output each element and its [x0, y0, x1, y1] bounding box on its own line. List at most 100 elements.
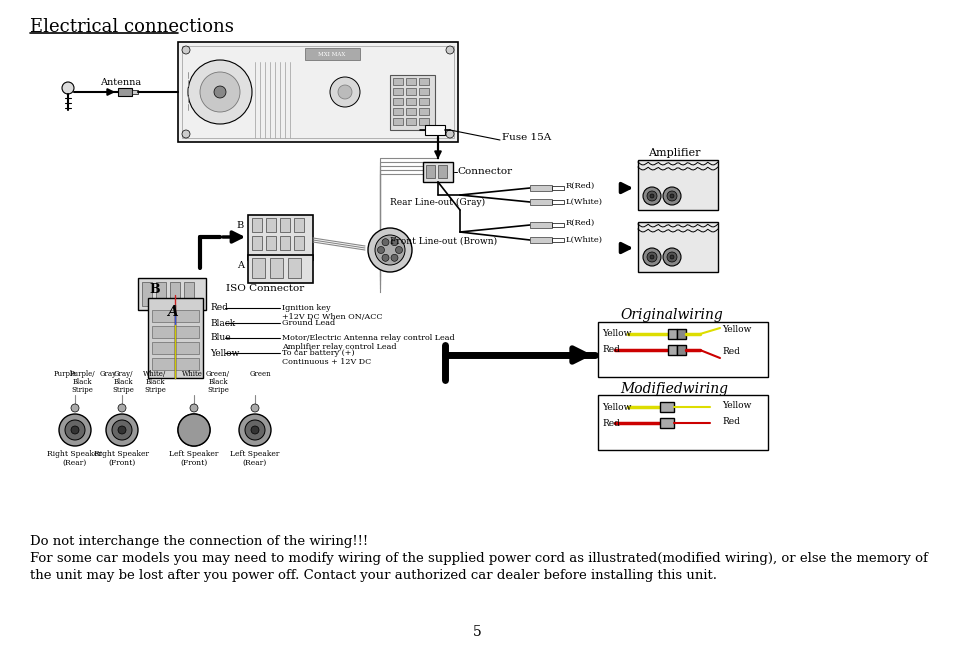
- Text: Antenna: Antenna: [100, 78, 141, 87]
- Text: Red: Red: [210, 304, 228, 313]
- Text: ISO Connector: ISO Connector: [226, 284, 304, 293]
- Text: Stripe: Stripe: [71, 386, 92, 394]
- Circle shape: [188, 60, 252, 124]
- Bar: [294, 218, 304, 232]
- Text: Amplifier: Amplifier: [647, 148, 700, 158]
- Text: Purple/: Purple/: [70, 370, 94, 378]
- Text: Fuse 15A: Fuse 15A: [501, 132, 551, 141]
- Text: Red: Red: [721, 417, 740, 426]
- Text: Ground Lead: Ground Lead: [282, 319, 335, 327]
- Text: White: White: [181, 370, 202, 378]
- Text: MXI MAX: MXI MAX: [318, 52, 345, 57]
- Circle shape: [391, 239, 397, 246]
- Bar: [659, 402, 673, 412]
- Text: Gray/: Gray/: [113, 370, 132, 378]
- Bar: [406, 78, 416, 85]
- Bar: [280, 236, 290, 250]
- Bar: [152, 326, 199, 338]
- Text: To car battery (+)
Continuous + 12V DC: To car battery (+) Continuous + 12V DC: [282, 349, 371, 366]
- Bar: [552, 200, 563, 204]
- Circle shape: [178, 414, 210, 446]
- Bar: [248, 215, 313, 260]
- Bar: [530, 185, 552, 191]
- Text: Left Speaker
(Front): Left Speaker (Front): [169, 450, 218, 467]
- Bar: [252, 258, 265, 278]
- Circle shape: [368, 228, 412, 272]
- Bar: [638, 222, 718, 272]
- Bar: [530, 237, 552, 243]
- Bar: [142, 282, 152, 306]
- Bar: [288, 258, 301, 278]
- Circle shape: [106, 414, 138, 446]
- Text: White/: White/: [143, 370, 167, 378]
- Bar: [178, 42, 457, 142]
- Circle shape: [118, 426, 126, 434]
- Circle shape: [330, 77, 359, 107]
- Bar: [418, 88, 429, 95]
- Text: Front Line-out (Brown): Front Line-out (Brown): [390, 237, 497, 246]
- Bar: [422, 162, 453, 182]
- Text: Purple: Purple: [53, 370, 76, 378]
- Circle shape: [646, 252, 657, 262]
- Bar: [118, 88, 132, 96]
- Text: Yellow: Yellow: [721, 400, 751, 410]
- Bar: [667, 329, 677, 339]
- Bar: [406, 108, 416, 115]
- Bar: [138, 278, 206, 310]
- Bar: [248, 255, 313, 283]
- Bar: [252, 236, 262, 250]
- Circle shape: [649, 194, 654, 198]
- Circle shape: [182, 130, 190, 138]
- Circle shape: [190, 404, 198, 412]
- Text: the unit may be lost after you power off. Contact your authorized car dealer bef: the unit may be lost after you power off…: [30, 569, 717, 582]
- Text: A: A: [167, 305, 177, 319]
- Bar: [393, 78, 402, 85]
- Bar: [305, 48, 359, 60]
- Text: Red: Red: [601, 345, 619, 354]
- Text: Ignition key
+12V DC When ON/ACC: Ignition key +12V DC When ON/ACC: [282, 304, 382, 321]
- Text: Right Speaker
(Rear): Right Speaker (Rear): [48, 450, 102, 467]
- Bar: [418, 78, 429, 85]
- Circle shape: [71, 404, 79, 412]
- Text: R(Red): R(Red): [565, 182, 595, 190]
- Circle shape: [642, 248, 660, 266]
- Bar: [184, 282, 193, 306]
- Text: Rear Line-out (Gray): Rear Line-out (Gray): [390, 198, 485, 207]
- Text: B: B: [150, 283, 160, 296]
- Bar: [148, 298, 203, 378]
- Bar: [132, 90, 138, 94]
- Text: Right Speaker
(Front): Right Speaker (Front): [94, 450, 150, 467]
- Bar: [530, 199, 552, 205]
- Bar: [266, 218, 275, 232]
- Circle shape: [381, 254, 389, 262]
- Text: Stripe: Stripe: [207, 386, 229, 394]
- Bar: [406, 98, 416, 105]
- Text: Black: Black: [208, 378, 228, 386]
- Text: Yellow: Yellow: [601, 330, 631, 339]
- Circle shape: [200, 72, 240, 112]
- Circle shape: [662, 187, 680, 205]
- Bar: [638, 160, 718, 210]
- Text: Black: Black: [72, 378, 91, 386]
- Bar: [424, 125, 444, 135]
- Circle shape: [446, 130, 454, 138]
- Bar: [294, 236, 304, 250]
- Text: Modifiedwiring: Modifiedwiring: [619, 382, 727, 396]
- Circle shape: [377, 247, 384, 254]
- Text: For some car models you may need to modify wiring of the supplied power cord as : For some car models you may need to modi…: [30, 552, 927, 565]
- Text: Red: Red: [601, 419, 619, 428]
- Text: Blue: Blue: [210, 334, 231, 343]
- Bar: [270, 258, 283, 278]
- Text: Electrical connections: Electrical connections: [30, 18, 233, 36]
- Text: Green: Green: [249, 370, 271, 378]
- Bar: [418, 98, 429, 105]
- Circle shape: [646, 191, 657, 201]
- Circle shape: [59, 414, 91, 446]
- Text: Black: Black: [145, 378, 165, 386]
- Circle shape: [182, 46, 190, 54]
- Bar: [252, 218, 262, 232]
- Bar: [280, 218, 290, 232]
- Circle shape: [666, 191, 677, 201]
- Text: Black: Black: [210, 319, 235, 328]
- Circle shape: [239, 414, 271, 446]
